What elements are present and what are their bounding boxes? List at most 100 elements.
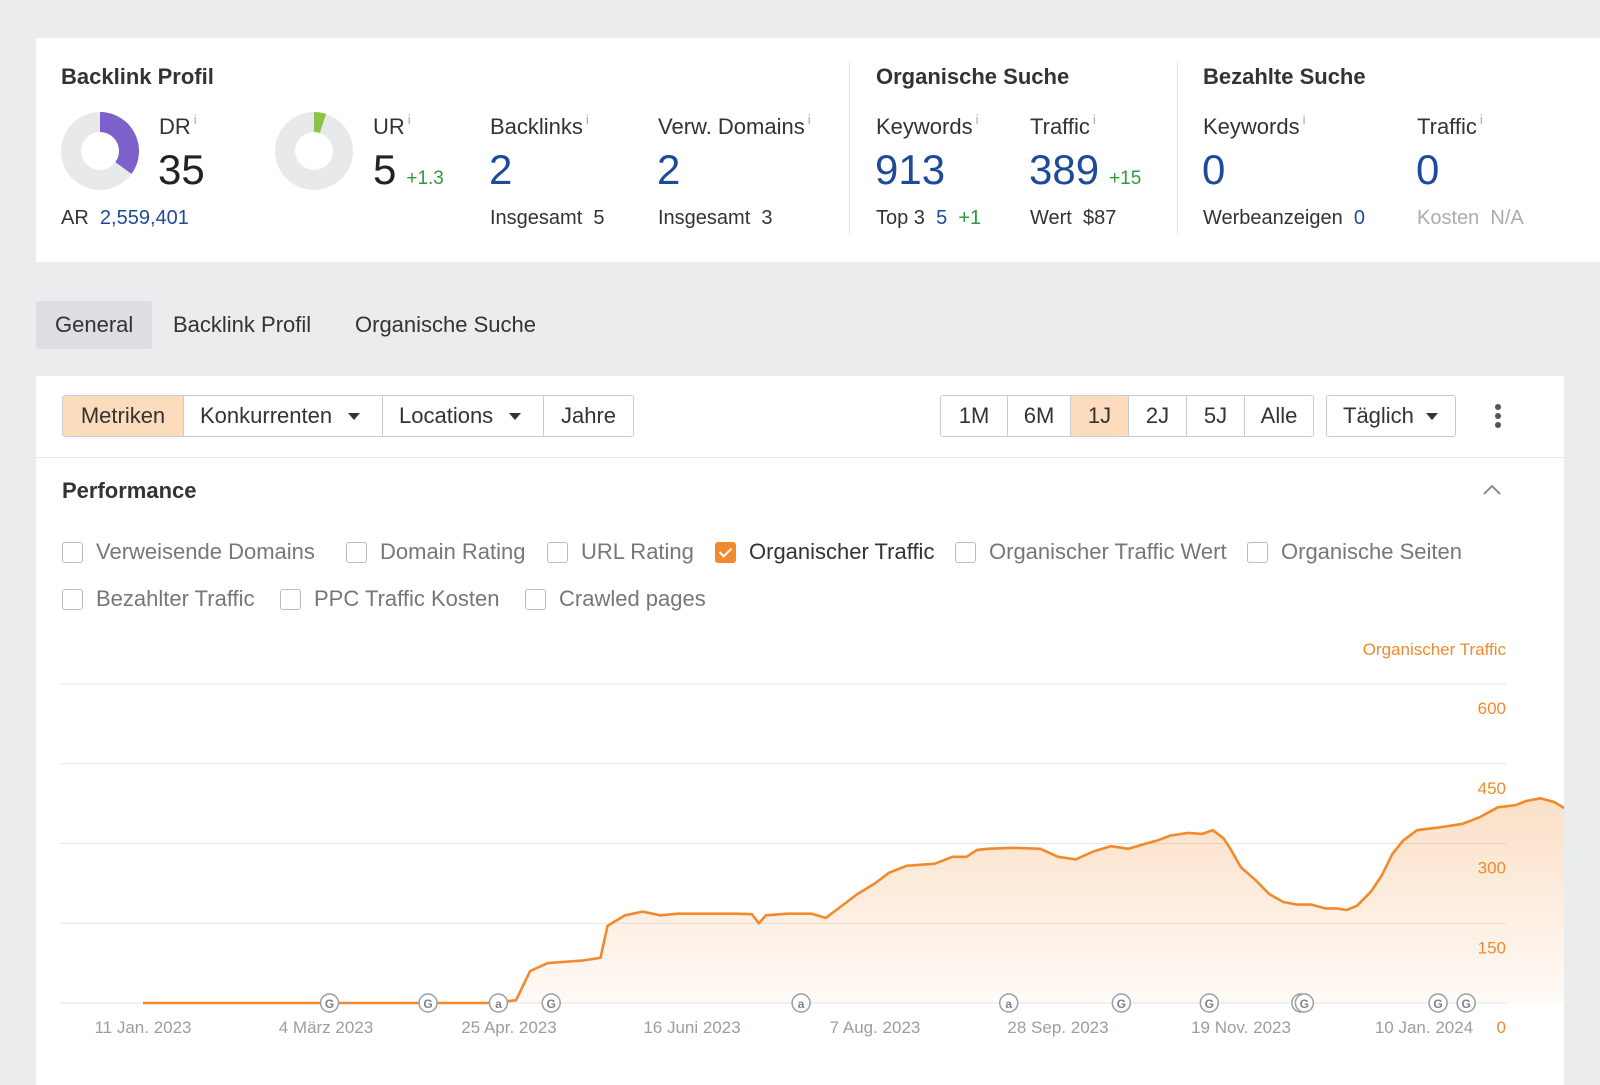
backlinks-label[interactable]: Backlinks i <box>490 112 589 139</box>
interval-dropdown[interactable]: Täglich <box>1326 395 1456 437</box>
checkbox-crawled-pages[interactable]: Crawled pages <box>525 585 706 613</box>
range-1j-button[interactable]: 1J <box>1070 395 1129 437</box>
ar-value[interactable]: 2,559,401 <box>99 207 189 229</box>
info-icon[interactable]: i <box>807 112 811 127</box>
more-options-icon[interactable] <box>1494 404 1502 430</box>
annotation-marker-label: G <box>1300 997 1309 1011</box>
x-tick-label: 16 Juni 2023 <box>643 1018 740 1037</box>
range-1m-button[interactable]: 1M <box>940 395 1008 437</box>
checkbox-box[interactable] <box>346 541 367 563</box>
info-icon[interactable]: i <box>1092 112 1096 127</box>
locations-dropdown[interactable]: Locations <box>382 395 544 437</box>
ur-donut-chart <box>275 112 353 190</box>
organic-keywords-value[interactable]: 913 <box>875 146 946 193</box>
checkbox-organic-traffic-value[interactable]: Organischer Traffic Wert <box>955 538 1227 566</box>
dr-value: 35 <box>158 146 205 193</box>
checkbox-box[interactable] <box>547 541 568 563</box>
annotation-marker-label: a <box>495 997 502 1011</box>
dr-donut-chart <box>61 112 139 190</box>
section-divider <box>849 62 850 234</box>
annotation-marker-icon <box>1456 993 1476 1013</box>
ur-delta: +1.3 <box>406 168 444 189</box>
x-tick-label: 19 Nov. 2023 <box>1191 1018 1291 1037</box>
annotation-marker-label: G <box>547 997 556 1011</box>
dr-label[interactable]: DR i <box>159 112 197 139</box>
section-divider <box>1177 62 1178 234</box>
checkbox-box[interactable] <box>955 541 976 563</box>
ar-row: AR 2,559,401 <box>61 207 189 229</box>
y-tick-label: 450 <box>1478 779 1506 798</box>
range-2j-button[interactable]: 2J <box>1128 395 1187 437</box>
y-tick-label: 0 <box>1497 1018 1506 1037</box>
referring-domains-label[interactable]: Verw. Domains i <box>658 112 811 139</box>
info-icon[interactable]: i <box>1302 112 1306 127</box>
checkbox-url-rating[interactable]: URL Rating <box>547 538 694 566</box>
chart-legend: Organischer Traffic <box>1363 640 1507 659</box>
ur-value: 5 +1.3 <box>373 146 444 193</box>
paid-keywords-value[interactable]: 0 <box>1202 146 1226 193</box>
organic-keywords-label[interactable]: Keywords i <box>876 112 979 139</box>
annotation-marker-label: G <box>1433 997 1442 1011</box>
info-icon[interactable]: i <box>975 112 979 127</box>
annotation-marker-icon <box>488 993 509 1013</box>
caret-down-icon <box>509 413 522 420</box>
checkbox-box[interactable] <box>525 588 546 610</box>
performance-title: Performance <box>62 478 197 503</box>
checkbox-box[interactable] <box>280 588 301 610</box>
metrics-button[interactable]: Metriken <box>62 395 184 437</box>
x-tick-label: 10 Jan. 2024 <box>1375 1018 1473 1037</box>
years-button[interactable]: Jahre <box>543 395 634 437</box>
range-all-button[interactable]: Alle <box>1244 395 1314 437</box>
backlink-profile-title: Backlink Profil <box>61 64 214 89</box>
x-tick-label: 4 März 2023 <box>279 1018 374 1037</box>
checkbox-organic-traffic[interactable]: Organischer Traffic <box>715 538 934 566</box>
info-icon[interactable]: i <box>585 112 589 127</box>
tab-backlink-profile[interactable]: Backlink Profil <box>173 312 312 337</box>
info-icon[interactable]: i <box>407 112 411 127</box>
tab-organic-search[interactable]: Organische Suche <box>355 312 536 337</box>
ur-label[interactable]: UR i <box>373 112 411 139</box>
range-6m-button[interactable]: 6M <box>1007 395 1071 437</box>
annotation-marker-icon <box>1111 993 1132 1013</box>
checkbox-box[interactable] <box>62 541 83 563</box>
toolbar-divider <box>36 457 1564 458</box>
checkbox-box[interactable] <box>62 588 83 610</box>
tab-general[interactable]: General <box>36 301 153 349</box>
checkbox-checked-icon[interactable] <box>715 541 736 563</box>
checkbox-domain-rating[interactable]: Domain Rating <box>346 538 526 566</box>
series-line <box>143 797 1564 1005</box>
annotation-marker-icon <box>1428 993 1448 1013</box>
backlinks-value[interactable]: 2 <box>489 146 513 193</box>
competitors-dropdown[interactable]: Konkurrenten <box>183 395 383 437</box>
annotation-marker-icon <box>319 993 340 1013</box>
organic-traffic-label[interactable]: Traffic i <box>1030 112 1096 139</box>
organic-traffic-value[interactable]: 389 +15 <box>1029 146 1142 193</box>
caret-down-icon <box>348 413 361 420</box>
checkbox-box[interactable] <box>1247 541 1268 563</box>
info-icon[interactable]: i <box>1479 112 1483 127</box>
x-tick-label: 25 Apr. 2023 <box>461 1018 556 1037</box>
checkbox-paid-traffic[interactable]: Bezahlter Traffic <box>62 585 255 613</box>
annotation-marker-icon <box>1199 993 1220 1013</box>
paid-keywords-label[interactable]: Keywords i <box>1203 112 1306 139</box>
annotation-marker-icon <box>998 993 1019 1013</box>
caret-down-icon <box>1425 413 1438 420</box>
annotation-marker-label: G <box>1205 997 1214 1011</box>
checkbox-ppc-traffic-cost[interactable]: PPC Traffic Kosten <box>280 585 499 613</box>
paid-cost: Kosten N/A <box>1417 207 1524 229</box>
paid-search-title: Bezahlte Suche <box>1203 64 1366 89</box>
annotation-marker-label: G <box>1462 997 1471 1011</box>
referring-domains-value[interactable]: 2 <box>657 146 681 193</box>
annotation-marker-label: G <box>325 997 334 1011</box>
info-icon[interactable]: i <box>193 112 197 127</box>
x-tick-label: 11 Jan. 2023 <box>94 1018 191 1037</box>
annotation-marker-icon <box>418 993 438 1013</box>
paid-traffic-value[interactable]: 0 <box>1416 146 1440 193</box>
range-5j-button[interactable]: 5J <box>1186 395 1245 437</box>
checkbox-organic-pages[interactable]: Organische Seiten <box>1247 538 1462 566</box>
checkbox-referring-domains[interactable]: Verweisende Domains <box>62 538 315 566</box>
x-tick-label: 7 Aug. 2023 <box>830 1018 921 1037</box>
paid-traffic-label[interactable]: Traffic i <box>1417 112 1483 139</box>
collapse-chevron-icon[interactable] <box>1482 480 1502 500</box>
